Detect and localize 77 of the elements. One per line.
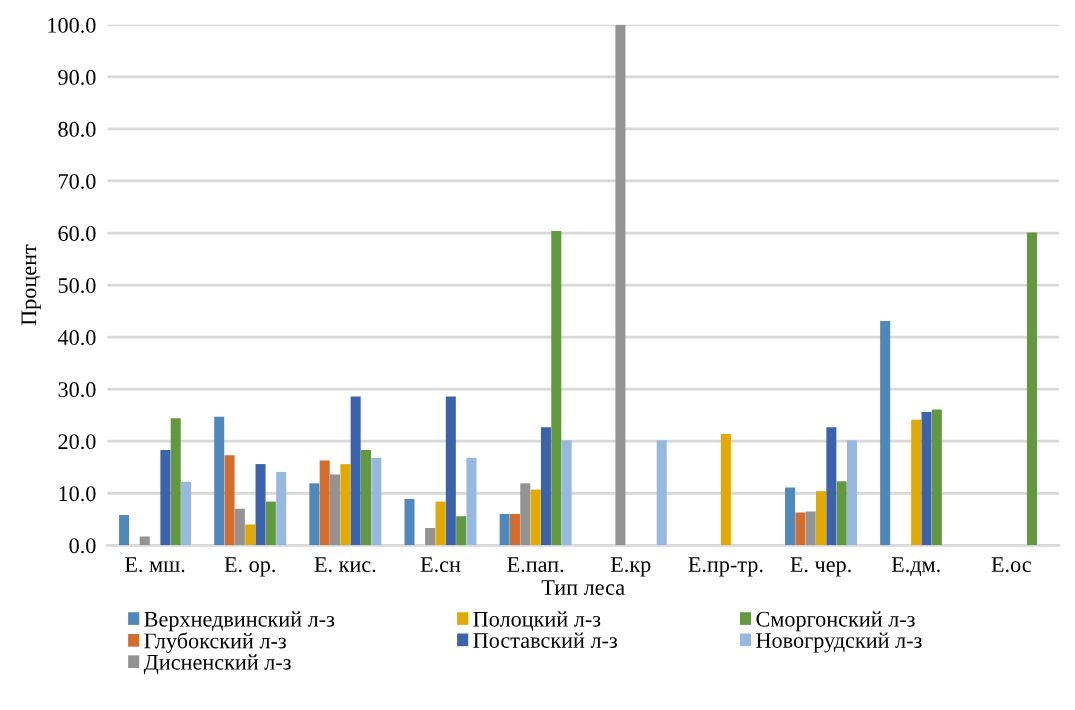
y-tick-label: 10.0 xyxy=(59,486,96,502)
bar xyxy=(160,450,171,546)
legend-label: Новогрудский л-з xyxy=(756,632,922,653)
bar xyxy=(720,433,731,546)
bar xyxy=(214,416,225,546)
bar xyxy=(795,512,806,546)
bar xyxy=(265,501,276,546)
bar xyxy=(551,230,562,546)
bar xyxy=(520,483,531,546)
y-tick-label: 0.0 xyxy=(69,538,96,554)
bar xyxy=(466,457,477,546)
legend-label: Глубокский л-з xyxy=(144,632,286,653)
bar xyxy=(234,508,245,546)
x-tick-label: Е. мш. xyxy=(125,557,185,573)
bar xyxy=(425,528,436,546)
bar xyxy=(1026,232,1037,546)
bar xyxy=(656,440,667,546)
y-tick-label: 20.0 xyxy=(58,434,96,450)
x-tick-label: Е.пр-тр. xyxy=(688,557,763,577)
bar xyxy=(540,427,551,546)
bar xyxy=(139,536,150,546)
bar xyxy=(785,487,796,546)
y-tick-label: 70.0 xyxy=(58,173,96,190)
bar xyxy=(170,418,181,546)
bar xyxy=(456,516,467,546)
bar xyxy=(530,489,541,546)
bar xyxy=(360,450,372,546)
x-tick-label: Е.сн xyxy=(420,557,461,573)
bar xyxy=(921,412,932,546)
bar xyxy=(255,464,266,546)
x-tick-label: Е. кис. xyxy=(314,557,376,573)
bar xyxy=(404,498,415,546)
legend-label: Верхнедвинский л-з xyxy=(144,611,335,632)
bar xyxy=(847,440,858,546)
x-tick-label: Е.дм. xyxy=(891,557,940,577)
bar xyxy=(435,501,446,546)
bar xyxy=(276,471,287,546)
x-axis-title: Тип леса xyxy=(541,580,625,595)
x-tick-label: Е. ор. xyxy=(224,557,275,577)
y-tick-label: 60.0 xyxy=(58,225,96,242)
bar xyxy=(371,457,382,546)
legend-label: Поставский л-з xyxy=(473,632,617,648)
y-tick-label: 40.0 xyxy=(57,330,96,346)
legend-label: Полоцкий л-з xyxy=(473,611,601,631)
x-tick-label: Е. чер. xyxy=(790,557,851,577)
x-tick-label: Е.пап. xyxy=(507,557,564,573)
bar xyxy=(509,514,520,546)
y-tick-label: 80.0 xyxy=(58,121,96,137)
bar xyxy=(330,474,341,546)
y-tick-label: 50.0 xyxy=(58,278,96,294)
bar xyxy=(880,320,891,546)
y-tick-label: 100.0 xyxy=(48,17,96,33)
bar xyxy=(245,524,256,546)
bar xyxy=(119,515,130,546)
bar xyxy=(816,491,827,546)
bar xyxy=(445,396,456,546)
y-tick-label: 30.0 xyxy=(58,382,96,398)
bar xyxy=(836,481,847,546)
bar xyxy=(911,419,922,546)
bar xyxy=(319,460,330,546)
x-tick-label: Е.ос xyxy=(991,557,1031,573)
legend-label: Дисненский л-з xyxy=(143,654,291,675)
bar xyxy=(309,483,320,546)
y-axis-title: Процент xyxy=(21,244,41,326)
bar xyxy=(615,24,626,546)
bar xyxy=(805,511,816,546)
bar xyxy=(561,440,572,546)
bar xyxy=(350,396,361,546)
y-tick-label: 90.0 xyxy=(58,69,96,85)
bar xyxy=(499,514,510,546)
bar xyxy=(826,427,837,546)
bar xyxy=(181,481,192,546)
bar xyxy=(224,455,235,546)
bar xyxy=(340,464,351,546)
x-tick-label: Е.кр xyxy=(610,557,651,577)
bar xyxy=(931,409,942,546)
legend-label: Сморгонский л-з xyxy=(756,611,915,632)
